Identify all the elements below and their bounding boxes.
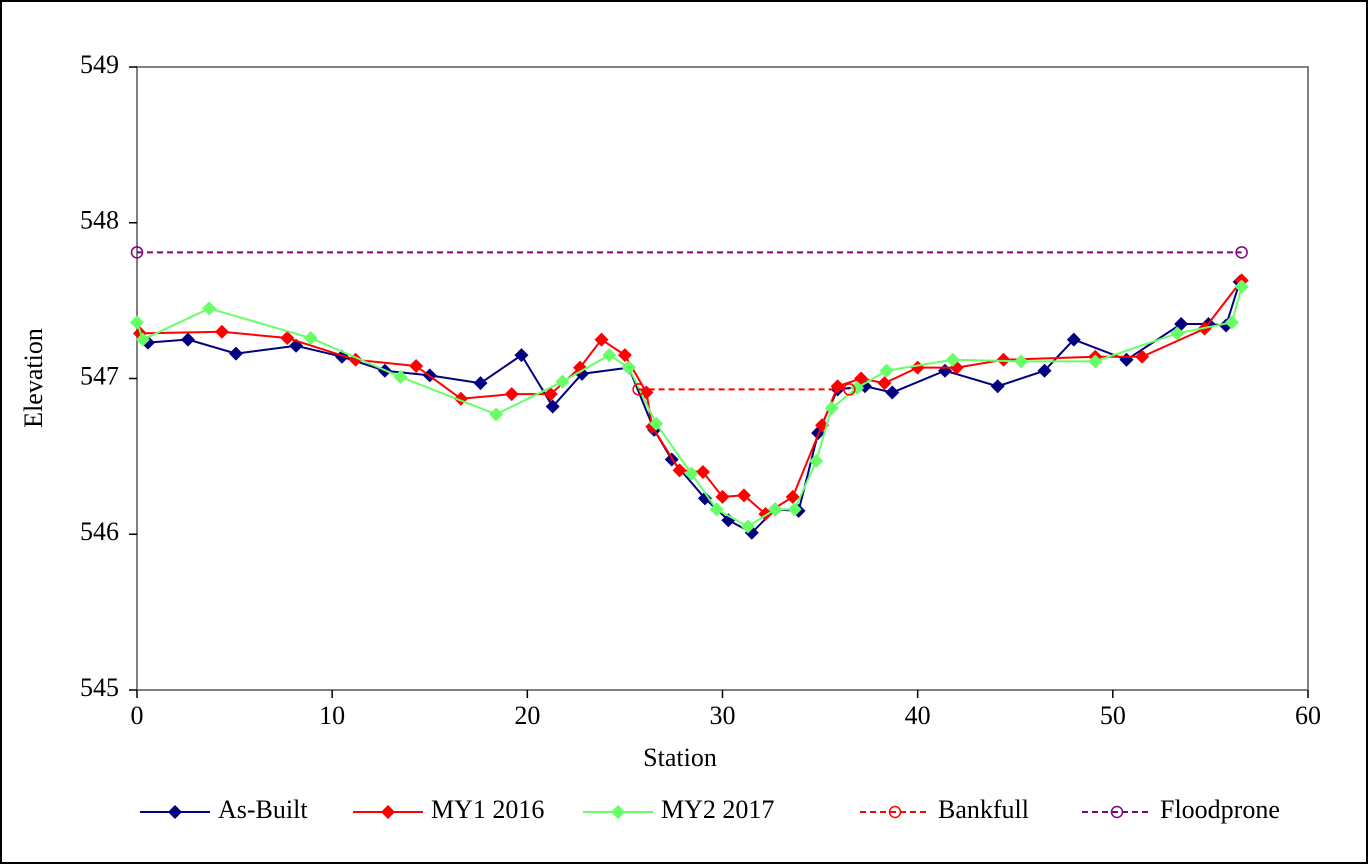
- x-tick-label: 10: [319, 701, 345, 730]
- legend-label: Floodprone: [1160, 795, 1280, 824]
- marker: [1014, 354, 1029, 369]
- y-tick-label: 549: [80, 50, 119, 79]
- legend-label: As-Built: [218, 795, 308, 824]
- marker: [545, 399, 560, 414]
- marker: [709, 502, 724, 517]
- legend-label: MY1 2016: [431, 795, 544, 824]
- marker: [202, 301, 217, 316]
- marker: [621, 360, 636, 375]
- marker: [945, 352, 960, 367]
- marker: [543, 387, 558, 402]
- y-tick-label: 545: [80, 673, 119, 702]
- marker: [555, 374, 570, 389]
- marker: [393, 369, 408, 384]
- y-tick-label: 546: [80, 517, 119, 546]
- y-axis-label: Elevation: [19, 328, 48, 428]
- marker: [632, 383, 645, 396]
- marker: [768, 502, 783, 517]
- x-tick-label: 20: [514, 701, 540, 730]
- x-tick-label: 40: [905, 701, 931, 730]
- marker: [824, 401, 839, 416]
- marker: [697, 491, 712, 506]
- marker: [740, 519, 755, 534]
- marker: [135, 332, 150, 347]
- marker: [1235, 246, 1248, 259]
- legend-marker: [888, 805, 902, 819]
- marker: [1135, 349, 1150, 364]
- marker: [996, 352, 1011, 367]
- marker: [514, 348, 529, 363]
- marker: [649, 416, 664, 431]
- marker: [214, 324, 229, 339]
- marker: [180, 332, 195, 347]
- marker: [1234, 279, 1249, 294]
- legend-label: MY2 2017: [661, 795, 774, 824]
- marker: [879, 363, 894, 378]
- x-tick-label: 50: [1100, 701, 1126, 730]
- marker: [1037, 363, 1052, 378]
- x-axis-label: Station: [643, 743, 717, 772]
- legend-marker: [381, 805, 395, 819]
- marker: [489, 407, 504, 422]
- marker: [573, 360, 588, 375]
- x-tick-label: 0: [131, 701, 144, 730]
- marker: [843, 383, 856, 396]
- marker: [130, 246, 144, 259]
- x-tick-label: 30: [710, 701, 736, 730]
- marker: [1170, 326, 1185, 341]
- legend-marker: [611, 805, 625, 819]
- marker: [715, 489, 730, 504]
- series-line: [147, 281, 1241, 534]
- marker: [504, 387, 519, 402]
- marker: [617, 348, 632, 363]
- marker: [877, 376, 892, 391]
- marker: [850, 380, 865, 395]
- marker: [809, 454, 824, 469]
- legend-marker: [168, 805, 182, 819]
- marker: [1066, 332, 1081, 347]
- marker: [303, 331, 318, 346]
- legend-label: Bankfull: [938, 795, 1029, 824]
- marker: [594, 332, 609, 347]
- y-tick-label: 547: [80, 361, 119, 390]
- marker: [1224, 315, 1239, 330]
- marker: [736, 488, 751, 503]
- marker: [785, 489, 800, 504]
- marker: [1088, 354, 1103, 369]
- marker: [672, 463, 687, 478]
- marker: [130, 315, 144, 330]
- y-tick-label: 548: [80, 206, 119, 235]
- marker: [602, 348, 617, 363]
- marker: [684, 466, 699, 481]
- marker: [695, 464, 710, 479]
- marker: [990, 379, 1005, 394]
- marker: [409, 359, 424, 374]
- marker: [885, 385, 900, 400]
- marker: [787, 502, 802, 517]
- legend-marker: [1110, 805, 1124, 819]
- marker: [228, 346, 243, 361]
- series-line: [139, 279, 1243, 516]
- x-tick-label: 60: [1295, 701, 1321, 730]
- marker: [473, 376, 488, 391]
- marker: [280, 331, 295, 346]
